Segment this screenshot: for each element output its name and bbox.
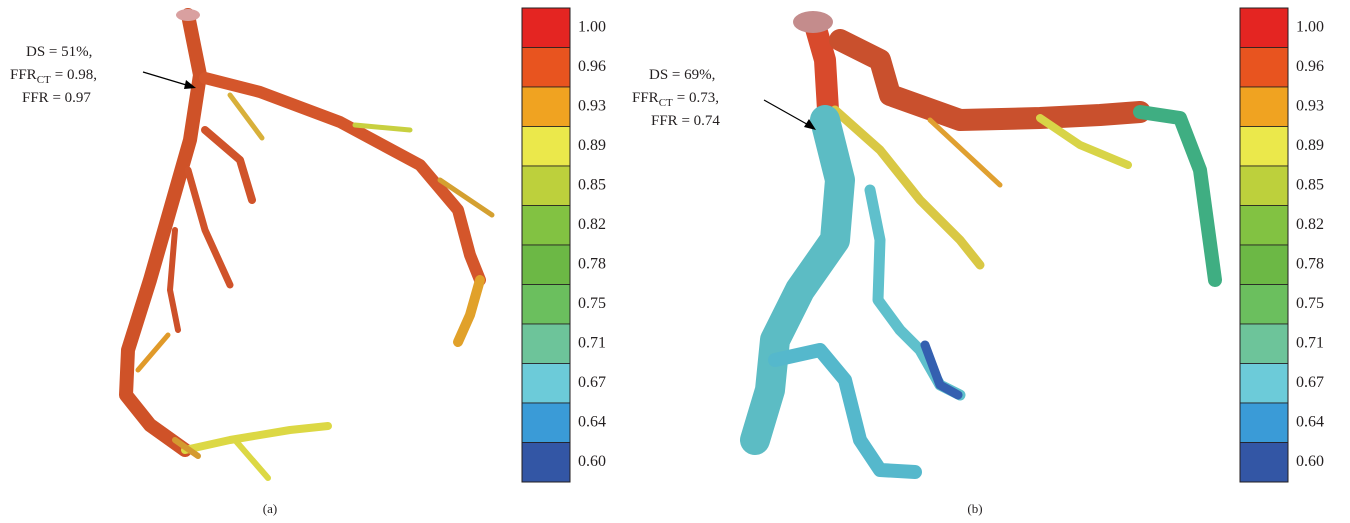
colorbar-label: 0.78 [578,255,606,272]
vessel-tree-b [740,11,1222,479]
colorbar-label: 0.82 [578,216,606,233]
colorbar-label: 0.96 [578,58,606,75]
annotation-line: DS = 51%, [26,44,92,60]
colorbar-label: 0.67 [578,374,606,391]
colorbar-swatch [521,47,571,88]
colorbar-label: 0.85 [578,176,606,193]
vessel-tree-a [119,8,495,481]
annotation-subscript: CT [37,74,51,86]
colorbar-label: 0.71 [1296,334,1324,351]
colorbar-swatch [1239,126,1289,167]
colorbar-label: 1.00 [1296,18,1324,35]
colorbar-label: 0.71 [578,334,606,351]
colorbar-label: 0.96 [1296,58,1324,75]
annotation-line: FFR = 0.74 [651,113,720,129]
annotation-line: FFR = 0.97 [22,90,91,106]
colorbar-swatch [521,7,571,48]
colorbar-swatch [1239,86,1289,127]
annotation-text: FFR [632,90,659,106]
colorbar-swatch [521,244,571,285]
colorbar-swatch [521,363,571,404]
annotation-line: FFRCT = 0.73, [632,90,719,109]
annotation-text: = 0.98, [55,67,97,83]
colorbar-swatch [521,205,571,246]
colorbar-label: 0.60 [1296,453,1324,470]
colorbar-swatch [521,284,571,325]
colorbar-label: 0.67 [1296,374,1324,391]
annotation-arrow [142,71,194,88]
colorbar-label: 0.89 [578,137,606,154]
annotation-text: FFR [10,67,37,83]
colorbar-label: 0.93 [578,97,606,114]
colorbar-swatch [1239,7,1289,48]
colorbar-label: 0.89 [1296,137,1324,154]
colorbar-label: 0.64 [1296,413,1324,430]
colorbar-swatch [1239,47,1289,88]
colorbar-label: 0.78 [1296,255,1324,272]
colorbar-label: 0.85 [1296,176,1324,193]
colorbar-frame [1239,7,1289,483]
colorbar-swatch [1239,205,1289,246]
colorbar-label: 0.93 [1296,97,1324,114]
colorbar-swatch [1239,244,1289,285]
colorbar-swatch [521,323,571,364]
arrow-head [804,119,816,130]
annotation-line: FFRCT = 0.98, [10,67,97,86]
colorbar-swatch [1239,402,1289,443]
colorbar-label: 0.60 [578,453,606,470]
colorbar-label: 0.75 [578,295,606,312]
panel-caption: (a) [263,501,277,516]
annotation-subscript: CT [659,97,673,109]
annotation-text: = 0.73, [677,90,719,106]
colorbar-swatch [521,165,571,206]
panel-caption: (b) [967,501,982,516]
panels: DS = 51%, FFRCT = 0.98, FFR = 0.97 DS = 6… [10,44,816,130]
annotation-b: DS = 69%, FFRCT = 0.73, FFR = 0.74 [632,67,816,130]
colorbar-swatch [1239,323,1289,364]
annotation-arrow [763,99,813,128]
colorbar-swatch [1239,363,1289,404]
colorbar-label: 0.75 [1296,295,1324,312]
annotation-line: DS = 69%, [649,67,715,83]
annotation-a: DS = 51%, FFRCT = 0.98, FFR = 0.97 [10,44,196,106]
colorbar-swatch [521,86,571,127]
colorbar-swatch [521,442,571,483]
arrow-head [184,80,196,89]
colorbar-swatch [521,402,571,443]
colorbar-swatch [1239,284,1289,325]
colorbar-swatch [521,126,571,167]
colorbar-swatch [1239,165,1289,206]
colorbar-swatch [1239,442,1289,483]
colorbar-label: 1.00 [578,18,606,35]
colorbar-frame [521,7,571,483]
colorbar-label: 0.82 [1296,216,1324,233]
colorbar-label: 0.64 [578,413,606,430]
